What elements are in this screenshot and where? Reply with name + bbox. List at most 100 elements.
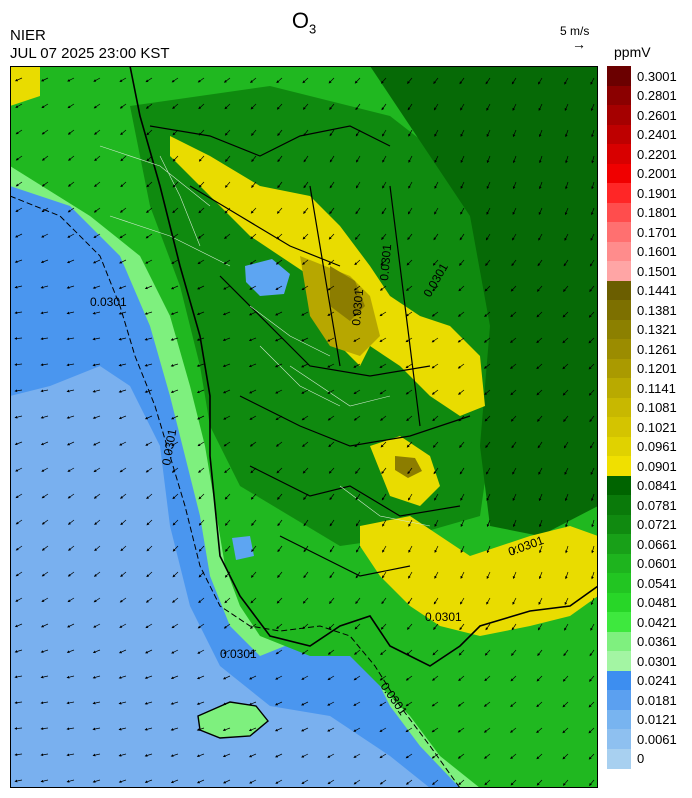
- wind-arrow: [303, 519, 309, 527]
- wind-arrow: [406, 285, 413, 291]
- wind-arrow: [408, 493, 413, 501]
- wind-arrow: [172, 597, 179, 603]
- wind-arrow: [382, 545, 387, 553]
- wind-arrow: [408, 129, 413, 137]
- wind-arrow: [433, 623, 439, 630]
- wind-arrow: [512, 103, 517, 111]
- wind-arrow: [170, 285, 179, 290]
- wind-arrow: [120, 181, 127, 188]
- wind-arrow: [303, 493, 309, 501]
- wind-arrow: [40, 727, 49, 731]
- wind-arrow: [485, 259, 491, 267]
- wind-arrow: [591, 519, 595, 528]
- legend-swatch: [607, 339, 631, 360]
- wind-arrow: [381, 467, 387, 475]
- wind-arrow: [93, 467, 101, 473]
- wind-arrow: [145, 103, 153, 109]
- wind-arrow: [301, 415, 309, 421]
- wind-arrow: [275, 441, 283, 447]
- legend-swatch: [607, 241, 631, 262]
- legend-tick-label: 0.2001: [637, 166, 677, 182]
- legend-tick-label: 0.1141: [637, 380, 676, 396]
- wind-arrow: [538, 129, 543, 138]
- wind-arrow: [198, 103, 205, 110]
- legend-swatch: [607, 631, 631, 652]
- wind-arrow: [67, 597, 75, 603]
- wind-arrow: [486, 467, 491, 475]
- wind-arrow: [118, 779, 127, 783]
- legend-tick-label: 0.0121: [637, 712, 677, 728]
- wind-arrow: [225, 545, 231, 552]
- wind-arrow: [40, 363, 49, 367]
- wind-arrow: [512, 233, 517, 241]
- wind-arrow: [379, 779, 387, 785]
- legend-tick-label: 0: [637, 751, 645, 767]
- wind-arrow: [536, 727, 543, 734]
- wind-arrow: [301, 753, 309, 758]
- wind-arrow: [434, 155, 439, 163]
- wind-arrow: [432, 415, 439, 422]
- agency-label: NIER: [10, 27, 46, 44]
- wind-arrow: [250, 493, 257, 500]
- wind-arrow: [379, 389, 387, 395]
- wind-arrow: [380, 259, 387, 266]
- wind-arrow: [144, 727, 153, 731]
- wind-arrow: [379, 727, 387, 732]
- wind-arrow: [563, 415, 569, 423]
- wind-arrow: [224, 129, 231, 136]
- legend-tick-label: 0.1321: [637, 322, 677, 338]
- wind-arrow: [536, 389, 543, 396]
- wind-arrow: [355, 571, 361, 579]
- wind-arrow: [303, 155, 309, 163]
- wind-arrow: [40, 779, 49, 783]
- wind-arrow: [119, 623, 127, 628]
- wind-arrow: [406, 441, 413, 448]
- wind-arrow: [511, 623, 517, 631]
- wind-arrow: [41, 597, 49, 602]
- legend-tick-label: 0.1261: [637, 341, 677, 357]
- wind-arrow: [66, 363, 75, 367]
- wind-arrow: [353, 727, 361, 732]
- wind-arrow: [539, 155, 543, 164]
- legend-tick-label: 0.0601: [637, 556, 677, 572]
- wind-arrow: [458, 415, 465, 422]
- legend-swatch: [607, 222, 631, 243]
- wind-arrow: [275, 259, 283, 265]
- wind-arrow: [197, 259, 205, 265]
- wind-arrow: [511, 441, 517, 449]
- wind-arrow: [432, 675, 439, 681]
- wind-arrow: [301, 727, 309, 732]
- wind-arrow: [277, 519, 283, 527]
- vector-scale-label: 5 m/s: [560, 24, 590, 38]
- coastline: [129, 66, 598, 667]
- wind-arrow: [355, 103, 361, 111]
- wind-arrow: [434, 493, 439, 501]
- wind-arrow: [224, 493, 231, 500]
- wind-arrow: [250, 233, 257, 240]
- wind-arrow: [327, 675, 335, 681]
- wind-arrow: [248, 727, 257, 732]
- wind-arrow: [94, 181, 101, 187]
- wind-arrow: [380, 77, 387, 84]
- wind-arrow: [407, 233, 413, 241]
- wind-arrow: [382, 181, 387, 189]
- wind-arrow: [381, 571, 387, 579]
- wind-arrow: [198, 181, 205, 188]
- wind-arrow: [274, 337, 283, 342]
- wind-arrow: [512, 467, 517, 475]
- wind-arrow: [485, 623, 491, 631]
- legend-swatch: [607, 358, 631, 379]
- wind-arrow: [301, 701, 309, 706]
- wind-arrow: [144, 311, 153, 315]
- wind-arrow: [93, 623, 101, 628]
- wind-arrow: [589, 259, 595, 267]
- contour-label: 0.0301: [159, 428, 179, 467]
- wind-arrow: [144, 337, 153, 341]
- wind-arrow: [144, 753, 153, 757]
- wind-arrow: [92, 649, 101, 654]
- legend-tick-label: 0.1901: [637, 185, 677, 201]
- wind-arrow: [14, 675, 23, 679]
- wind-arrow: [275, 285, 283, 290]
- wind-arrow: [591, 155, 595, 164]
- ozone-peak-patch: [330, 266, 365, 321]
